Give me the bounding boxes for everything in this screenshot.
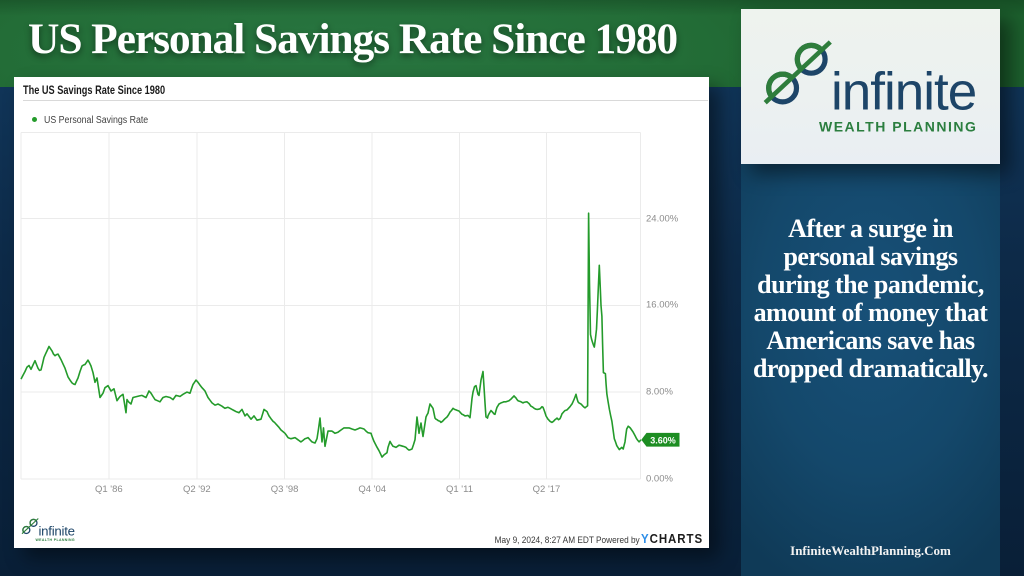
svg-text:3.60%: 3.60%: [650, 435, 676, 445]
